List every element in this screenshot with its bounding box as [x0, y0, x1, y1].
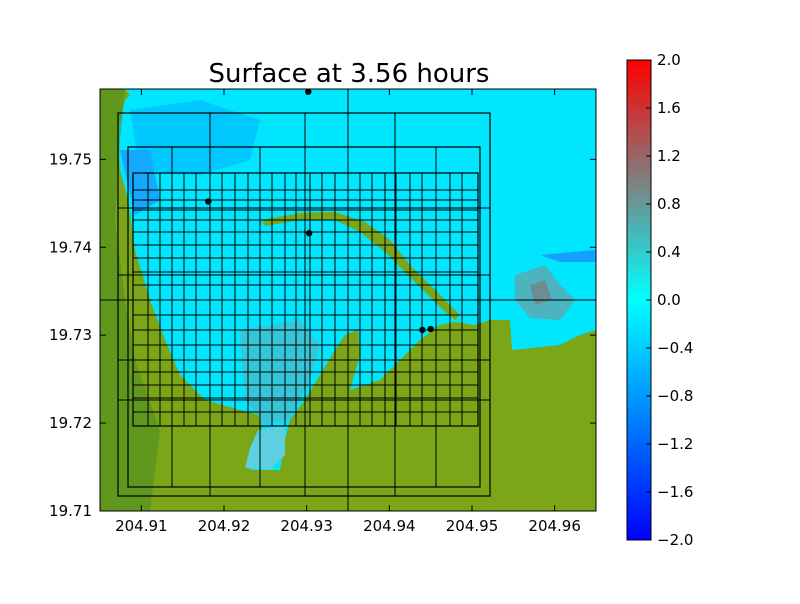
land-region [100, 89, 596, 511]
grid-box-level-2 [127, 146, 481, 488]
x-tick-label: 204.94 [363, 517, 416, 535]
colorbar-tick-label: 0.8 [657, 195, 681, 213]
x-tick-label: 204.96 [528, 517, 581, 535]
colorbar-tick-label: 1.2 [657, 147, 681, 165]
colorbar-tick-label: 2.0 [657, 51, 681, 69]
colorbar-ticks: 2.0 1.6 1.2 0.8 0.4 0.0 −0.4 −0.8 −1.2 −1.6 −2.0 [646, 51, 693, 549]
x-axis: 204.91 204.92 204.93 204.94 204.95 204.96 [115, 89, 581, 535]
deep-water-patch-2 [120, 150, 160, 215]
axes-area [100, 89, 596, 511]
gauge-marker [427, 325, 434, 333]
y-tick-label: 19.75 [49, 150, 92, 168]
deep-water-patch [130, 100, 260, 175]
colorbar-tick-label: −0.4 [657, 339, 693, 357]
east-patch-core [530, 280, 552, 305]
y-tick-label: 19.73 [49, 326, 92, 344]
y-tick-label: 19.72 [49, 414, 92, 432]
east-deep-strip [540, 250, 596, 262]
colorbar-tick-label: 0.0 [657, 291, 681, 309]
chart-title: Surface at 3.56 hours [209, 59, 490, 89]
x-tick-label: 204.92 [198, 517, 251, 535]
y-axis: 19.71 19.72 19.73 19.74 19.75 [49, 150, 596, 520]
grid-box-level-1 [117, 112, 491, 497]
sand-bar [262, 212, 460, 320]
x-tick-label: 204.95 [446, 517, 499, 535]
colorbar-tick-label: −0.8 [657, 387, 693, 405]
gauge-marker [305, 229, 313, 237]
gauge-marker [419, 326, 426, 334]
axes-frame [99, 88, 597, 512]
x-tick-label: 204.93 [280, 517, 333, 535]
colorbar-tick-label: −2.0 [657, 531, 693, 549]
colorbar-tick-label: 1.6 [657, 99, 681, 117]
y-tick-label: 19.74 [49, 238, 92, 256]
y-tick-label: 19.71 [49, 502, 92, 520]
x-tick-label: 204.91 [115, 517, 168, 535]
colorbar-tick-label: −1.2 [657, 435, 693, 453]
land-shade [100, 89, 160, 511]
grid-lines [100, 89, 596, 511]
colorbar-tick-label: −1.6 [657, 483, 693, 501]
colorbar: 2.0 1.6 1.2 0.8 0.4 0.0 −0.4 −0.8 −1.2 −1.6 −2.0 [626, 51, 693, 549]
gauge-marker [205, 198, 212, 205]
river-mouth [245, 425, 285, 470]
colorbar-tick-label: 0.4 [657, 243, 681, 261]
